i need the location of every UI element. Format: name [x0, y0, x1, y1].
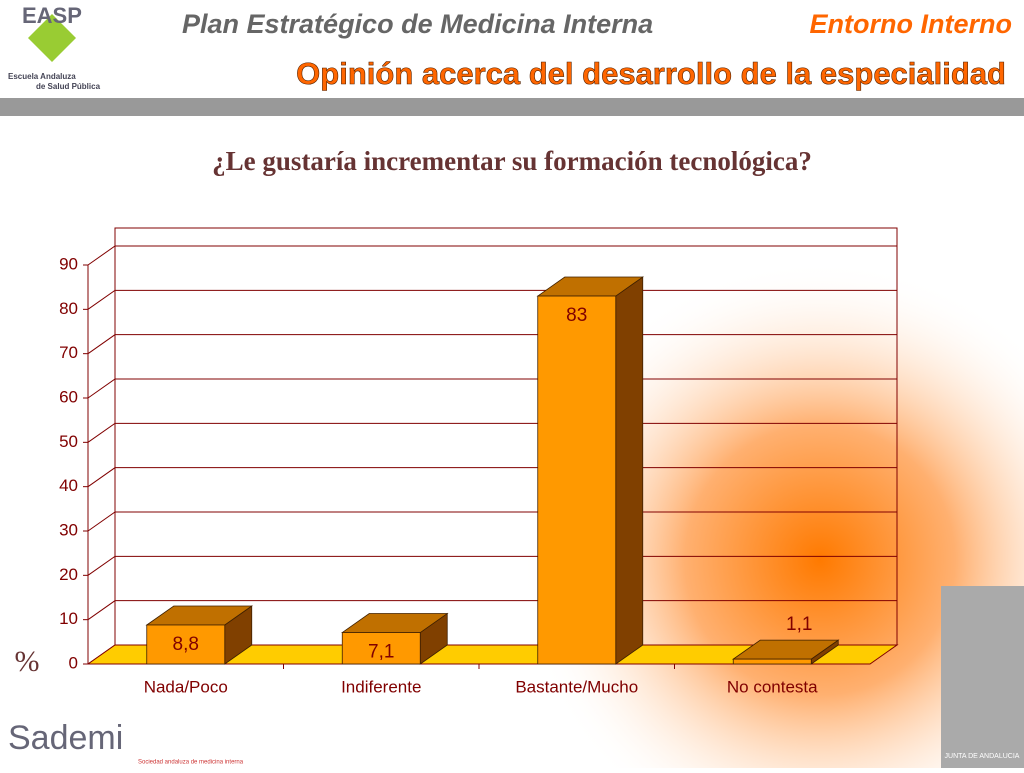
bar — [537, 295, 617, 665]
x-tick-label: No contesta — [727, 677, 818, 696]
value-label: 8,8 — [173, 634, 199, 655]
y-tick-label: 40 — [59, 476, 78, 495]
header-title: Plan Estratégico de Medicina Interna — [182, 9, 653, 39]
x-tick-label: Bastante/Mucho — [515, 677, 638, 696]
sademi-caption: Sociedad andaluza de medicina interna — [138, 760, 244, 766]
chart-title: ¿Le gustaría incrementar su formación te… — [212, 146, 812, 176]
y-tick-label: 50 — [59, 432, 78, 451]
y-tick-label: 30 — [59, 520, 78, 539]
bar — [732, 658, 812, 665]
junta-logo: JUNTA DE ANDALUCIA — [945, 753, 1020, 760]
easp-mark — [28, 14, 76, 62]
y-tick-label: 80 — [59, 299, 78, 318]
y-tick-label: 0 — [69, 653, 78, 672]
bar-side — [615, 276, 644, 665]
value-label: 7,1 — [368, 642, 394, 663]
bar — [146, 624, 226, 665]
value-label: 1,1 — [786, 614, 812, 635]
x-tick-label: Indiferente — [341, 677, 421, 696]
y-axis-label: % — [15, 645, 40, 678]
header-section: Entorno Interno — [810, 9, 1012, 39]
easp-text: EASP — [22, 3, 82, 28]
value-label: 83 — [566, 305, 587, 326]
easp-caption: de Salud Pública — [36, 82, 101, 91]
y-tick-label: 70 — [59, 343, 78, 362]
y-tick-label: 90 — [59, 254, 78, 273]
easp-caption: Escuela Andaluza — [8, 72, 76, 81]
grid-line — [87, 245, 897, 266]
bar — [341, 632, 421, 665]
header-subtitle: Opinión acerca del desarrollo de la espe… — [296, 56, 1006, 91]
x-tick-label: Nada/Poco — [144, 677, 228, 696]
y-tick-label: 60 — [59, 387, 78, 406]
junta-panel — [941, 586, 1024, 768]
easp-logo: EASP Escuela Andaluza de Salud Pública — [8, 3, 101, 91]
y-tick-label: 20 — [59, 565, 78, 584]
header-bar — [0, 98, 1024, 116]
y-tick-label: 10 — [59, 609, 78, 628]
sademi-logo: Sademi — [8, 719, 123, 757]
